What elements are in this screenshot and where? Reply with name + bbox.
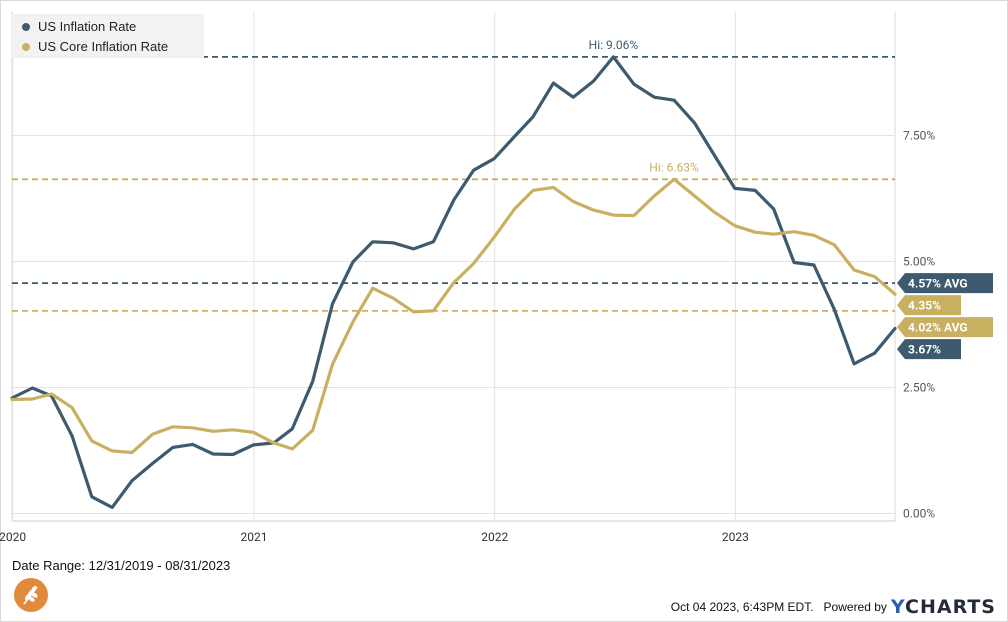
x-tick-label: 2020 <box>0 530 26 544</box>
series-line-us-core-inflation-rate <box>10 177 897 455</box>
x-tick-label: 2022 <box>481 530 508 544</box>
brand-y: Y <box>890 596 906 618</box>
legend-item-core-inflation[interactable]: US Core Inflation Rate <box>22 39 168 54</box>
chart-legend: US Inflation Rate US Core Inflation Rate <box>12 14 204 58</box>
brand-rest: CHARTS <box>905 596 996 618</box>
legend-item-inflation[interactable]: US Inflation Rate <box>22 19 136 34</box>
legend-label: US Core Inflation Rate <box>38 39 169 54</box>
series-line-us-inflation-rate <box>10 55 897 509</box>
y-tick-label: 7.50% <box>903 128 935 142</box>
legend-dot-icon <box>22 42 30 51</box>
axis-value-tag <box>897 339 961 360</box>
axis-value-tag-label: 4.57% AVG <box>908 277 968 291</box>
high-label: Hi: 6.63% <box>649 160 699 174</box>
timestamp: Oct 04 2023, 6:43PM EDT. <box>670 600 814 614</box>
powered-by-text: Powered by <box>823 600 887 614</box>
x-tick-label: 2023 <box>722 530 749 544</box>
date-range-text: Date Range: 12/31/2019 - 08/31/2023 <box>12 558 231 573</box>
axis-value-tag <box>897 273 993 294</box>
wheat-logo-icon <box>14 578 48 612</box>
ycharts-brand[interactable]: YCHARTS <box>891 596 996 618</box>
x-tick-label: 2021 <box>241 530 268 544</box>
y-tick-label: 5.00% <box>903 254 935 268</box>
y-tick-label: 2.50% <box>903 380 935 394</box>
axis-value-tag-label: 4.35% <box>908 299 941 313</box>
y-tick-label: 0.00% <box>903 506 935 520</box>
legend-dot-icon <box>22 22 30 31</box>
axis-value-tag-label: 4.02% AVG <box>908 321 968 335</box>
axis-value-tag-label: 3.67% <box>908 343 941 357</box>
legend-label: US Inflation Rate <box>38 19 137 34</box>
axis-value-tag <box>897 295 961 316</box>
high-label: Hi: 9.06% <box>589 38 639 52</box>
footer-credits: Oct 04 2023, 6:43PM EDT. Powered by YCHA… <box>671 596 996 618</box>
axis-value-tag <box>897 317 993 338</box>
